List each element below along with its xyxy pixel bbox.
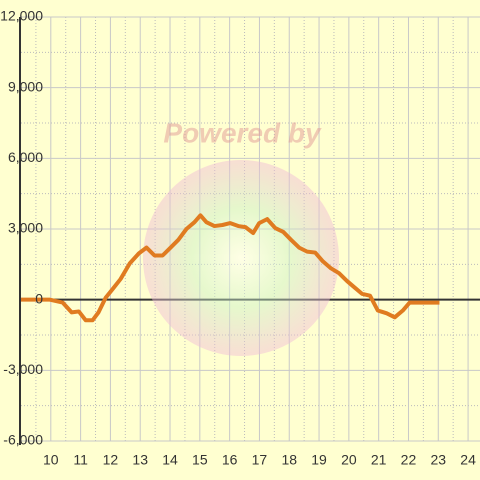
- watermark-text: Powered by: [163, 117, 322, 148]
- y-tick-label: 0: [35, 290, 43, 306]
- line: [21, 213, 440, 323]
- y-tick-label: -3,000: [3, 361, 43, 377]
- x-tick-label: 10: [43, 452, 59, 468]
- x-tick-label: 13: [132, 452, 148, 468]
- x-tick-label: 12: [103, 452, 119, 468]
- x-tick-label: 16: [222, 452, 238, 468]
- x-tick-label: 11: [73, 452, 88, 468]
- x-tick-label: 15: [192, 452, 208, 468]
- plot: [21, 213, 440, 323]
- x-tick-label: 20: [341, 452, 357, 468]
- y-tick-label: 3,000: [8, 220, 43, 236]
- x-tick-label: 22: [401, 452, 417, 468]
- x-tick-label: 17: [252, 452, 268, 468]
- x-tick-label: 14: [162, 452, 178, 468]
- y-tick-label: 6,000: [8, 149, 43, 165]
- x-tick-label: 23: [430, 452, 446, 468]
- x-tick-label: 21: [371, 452, 387, 468]
- watermark-logo: [143, 160, 339, 356]
- x-tick-label: 18: [281, 452, 297, 468]
- y-tick-label: -6,000: [3, 432, 43, 448]
- x-tick-label: 19: [311, 452, 327, 468]
- y-tick-label: 12,000: [0, 8, 43, 24]
- watermark: Powered by: [143, 117, 339, 356]
- y-tick-label: 9,000: [8, 78, 43, 94]
- x-tick-label: 24: [460, 452, 476, 468]
